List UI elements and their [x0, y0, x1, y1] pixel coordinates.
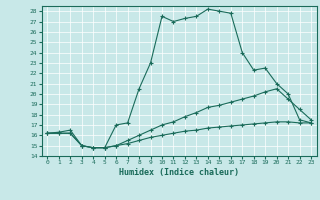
X-axis label: Humidex (Indice chaleur): Humidex (Indice chaleur) — [119, 168, 239, 177]
